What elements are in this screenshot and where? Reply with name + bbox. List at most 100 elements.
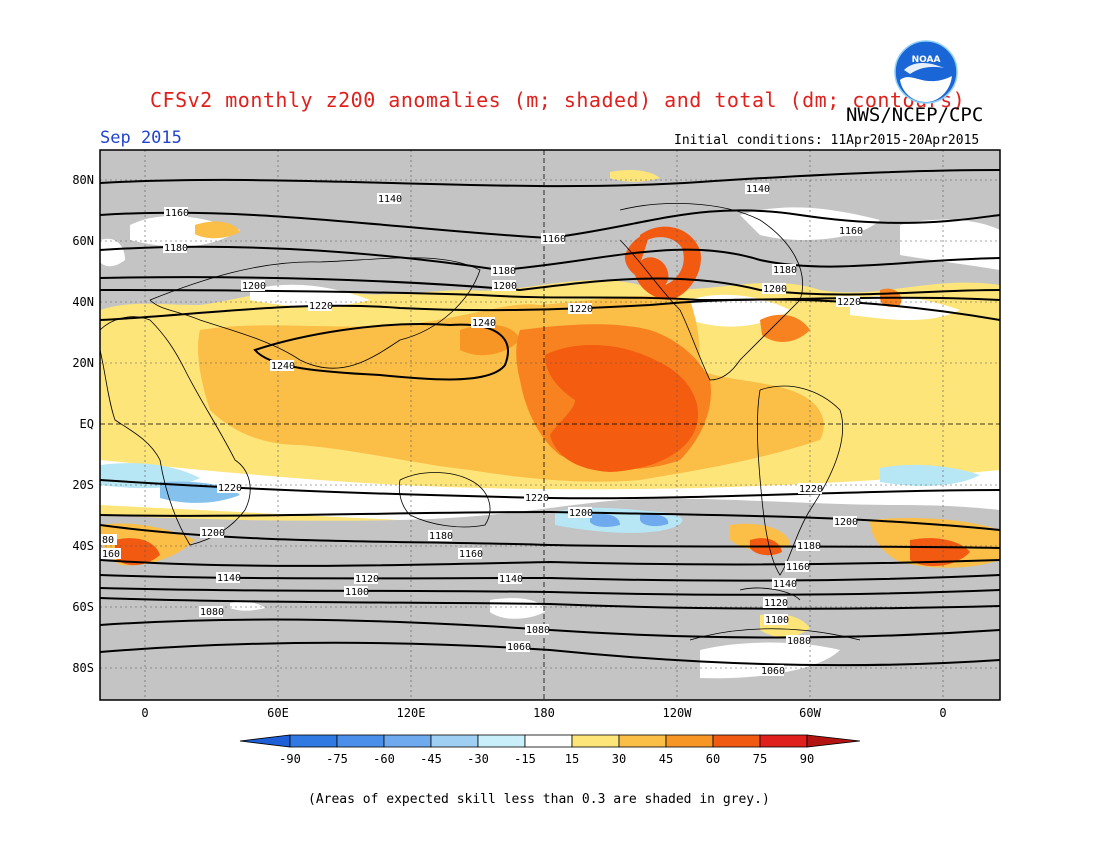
contour-label: 1120 [354, 573, 379, 585]
svg-text:1200: 1200 [242, 281, 266, 292]
svg-text:1240: 1240 [271, 361, 295, 372]
contour-label: 1140 [745, 183, 770, 195]
lat-label: 60N [72, 234, 94, 248]
contour-label: 1200 [833, 516, 858, 528]
contour-label: 1220 [217, 482, 242, 494]
contour-label: 1200 [200, 527, 225, 539]
svg-text:1200: 1200 [763, 284, 787, 295]
height-contours [100, 169, 1000, 667]
svg-text:1220: 1220 [218, 483, 242, 494]
contour-label: 1220 [836, 296, 861, 308]
contour-label: 1120 [763, 597, 788, 609]
contour-label: 1220 [568, 303, 593, 315]
contour-label: 1100 [344, 586, 369, 598]
colorbar-segment [289, 734, 338, 748]
agency-label: NWS/NCEP/CPC [846, 104, 984, 126]
svg-text:1100: 1100 [345, 587, 369, 598]
svg-text:1200: 1200 [201, 528, 225, 539]
contour-label: 80 [101, 534, 117, 546]
contour-label: 1220 [524, 492, 549, 504]
contour-label: 1160 [785, 561, 810, 573]
colorbar-segment [665, 734, 714, 748]
lat-label: 60S [72, 600, 94, 614]
svg-text:80: 80 [102, 535, 114, 546]
contour-label: 1160 [164, 207, 189, 219]
svg-text:1220: 1220 [837, 297, 861, 308]
contour-label: 1200 [762, 283, 787, 295]
svg-text:1180: 1180 [164, 243, 188, 254]
colorbar-label: -15 [514, 752, 536, 766]
svg-text:1140: 1140 [378, 194, 402, 205]
svg-text:1080: 1080 [200, 607, 224, 618]
contour-label: 1240 [471, 317, 496, 329]
coastlines [100, 203, 861, 641]
lon-label: 120W [663, 706, 693, 720]
svg-text:1160: 1160 [459, 549, 483, 560]
svg-text:1160: 1160 [839, 226, 863, 237]
contour-label: 1060 [760, 665, 785, 677]
svg-text:1060: 1060 [507, 642, 531, 653]
colorbar-label: -30 [467, 752, 489, 766]
contour-label: 1160 [838, 225, 863, 237]
svg-text:1180: 1180 [492, 266, 516, 277]
contour-label: 1200 [492, 280, 517, 292]
colorbar-label: 75 [753, 752, 767, 766]
contour-label: 1160 [458, 548, 483, 560]
contour-label: 1160 [541, 233, 566, 245]
colorbar-label: -45 [420, 752, 442, 766]
svg-text:1140: 1140 [746, 184, 770, 195]
svg-text:1200: 1200 [493, 281, 517, 292]
contour-label: 1060 [506, 641, 531, 653]
colorbar-label: 15 [565, 752, 579, 766]
svg-text:1100: 1100 [765, 615, 789, 626]
contour-label: 1100 [764, 614, 789, 626]
colorbar-segment [430, 734, 479, 748]
lat-label: 20S [72, 478, 94, 492]
svg-text:1160: 1160 [542, 234, 566, 245]
contour-label: 1180 [163, 242, 188, 254]
colorbar-label: -60 [373, 752, 395, 766]
svg-text:1220: 1220 [569, 304, 593, 315]
longitude-labels: 0 60E 120E 180 120W 60W 0 [141, 706, 946, 720]
anomaly-shading [100, 150, 1000, 700]
svg-text:1180: 1180 [797, 541, 821, 552]
lat-label: 40S [72, 539, 94, 553]
contour-label: 1220 [798, 483, 823, 495]
lat-label: EQ [80, 417, 94, 431]
footnote: (Areas of expected skill less than 0.3 a… [308, 792, 770, 807]
svg-text:160: 160 [102, 549, 120, 560]
colorbar-labels: -90 -75 -60 -45 -30 -15 15 30 45 60 75 9… [279, 752, 814, 766]
svg-text:1160: 1160 [165, 208, 189, 219]
svg-text:1120: 1120 [764, 598, 788, 609]
contour-label: 1140 [216, 572, 241, 584]
latitude-labels: 80N 60N 40N 20N EQ 20S 40S 60S 80S [72, 173, 94, 675]
colorbar-label: -75 [326, 752, 348, 766]
lon-label: 180 [533, 706, 555, 720]
colorbar-segment [759, 734, 808, 748]
svg-text:1220: 1220 [309, 301, 333, 312]
contour-label: 1220 [308, 300, 333, 312]
svg-text:1200: 1200 [569, 508, 593, 519]
noaa-logo: NOAA [894, 40, 958, 104]
contour-label: 1240 [270, 360, 295, 372]
noaa-logo-text: NOAA [912, 55, 941, 65]
colorbar-arrow-high [806, 734, 861, 748]
colorbar-segment [336, 734, 385, 748]
svg-text:1240: 1240 [472, 318, 496, 329]
contour-label: 1080 [525, 624, 550, 636]
svg-text:1080: 1080 [787, 636, 811, 647]
map-frame [99, 149, 1001, 701]
colorbar-segment [383, 734, 432, 748]
contour-label: 1180 [796, 540, 821, 552]
chart-title: CFSv2 monthly z200 anomalies (m; shaded)… [150, 88, 966, 112]
svg-text:1140: 1140 [217, 573, 241, 584]
lat-label: 40N [72, 295, 94, 309]
contour-label: 1180 [428, 530, 453, 542]
colorbar-arrow-low [239, 734, 291, 748]
colorbar-label: 30 [612, 752, 626, 766]
lon-label: 0 [939, 706, 946, 720]
contour-label-group: 1140 1140 1160 1160 1160 1180 1180 1180 … [101, 183, 863, 677]
contour-label: 1140 [772, 578, 797, 590]
svg-text:1220: 1220 [799, 484, 823, 495]
